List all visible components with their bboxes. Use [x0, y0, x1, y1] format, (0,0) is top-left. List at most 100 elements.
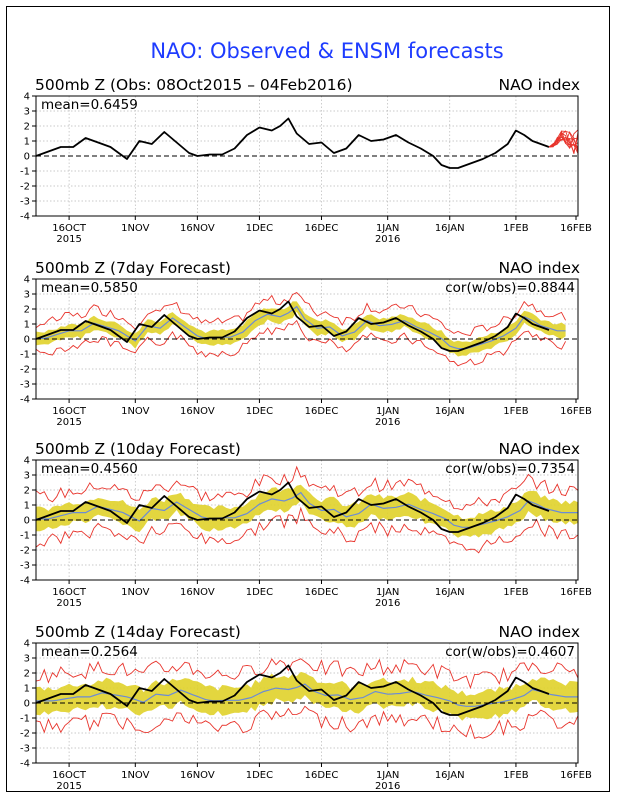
- y-tick-label: -4: [20, 759, 30, 770]
- y-tick-label: 0: [24, 335, 30, 346]
- y-tick-label: 2: [24, 669, 30, 680]
- x-tick-label: 16FEB: [560, 223, 592, 234]
- x-tick-label: 1JAN: [376, 770, 399, 781]
- y-tick-label: 0: [24, 699, 30, 710]
- x-tick-label: 16DEC: [305, 770, 339, 781]
- x-tick-label: 16NOV: [180, 770, 215, 781]
- x-tick-label: 1JAN: [376, 587, 399, 598]
- x-tick-label: 16FEB: [560, 770, 592, 781]
- panel-1: 500mb Z (Obs: 08Oct2015 – 04Feb2016) NAO …: [20, 76, 592, 245]
- panel-title: 500mb Z (7day Forecast): [35, 259, 231, 277]
- x-tick-year: 2015: [56, 781, 81, 792]
- x-tick-label: 16JAN: [435, 587, 465, 598]
- x-tick-label: 1JAN: [376, 406, 399, 417]
- y-tick-label: -3: [20, 380, 30, 391]
- x-tick-label: 1FEB: [503, 223, 528, 234]
- y-tick-label: -4: [20, 576, 30, 587]
- y-tick-label: -2: [20, 546, 30, 557]
- x-tick-label: 16DEC: [305, 587, 339, 598]
- forecast-member-line: [548, 130, 579, 148]
- x-tick-label: 1NOV: [121, 587, 150, 598]
- panel-title: 500mb Z (10day Forecast): [35, 440, 241, 458]
- spread-lower-line: [35, 705, 579, 739]
- ensemble-band: [36, 301, 566, 357]
- figure-frame: [6, 6, 610, 792]
- observed-line: [35, 300, 550, 352]
- panel-title: 500mb Z (Obs: 08Oct2015 – 04Feb2016): [35, 76, 353, 94]
- x-tick-year: 2016: [375, 781, 400, 792]
- forecast-member-line: [548, 130, 579, 148]
- y-tick-label: 4: [24, 456, 30, 467]
- x-tick-label: 16FEB: [560, 587, 592, 598]
- y-tick-label: 1: [24, 320, 30, 331]
- x-tick-label: 1DEC: [246, 406, 273, 417]
- y-tick-label: 1: [24, 501, 30, 512]
- x-tick-label: 1JAN: [376, 223, 399, 234]
- panel-right-label: NAO index: [499, 440, 580, 458]
- x-tick-year: 2016: [375, 598, 400, 609]
- correlation-stat: cor(w/obs)=0.8844: [445, 280, 575, 296]
- x-tick-label: 16NOV: [180, 587, 215, 598]
- y-tick-label: 3: [24, 654, 30, 665]
- x-tick-label: 1FEB: [503, 587, 528, 598]
- x-tick-year: 2015: [56, 598, 81, 609]
- y-tick-label: 4: [24, 639, 30, 650]
- panel-4: 500mb Z (14day Forecast) NAO index 4 3 2 1 0 -1…: [20, 623, 592, 792]
- mean-stat: mean=0.5850: [41, 280, 138, 296]
- x-tick-label: 16DEC: [305, 223, 339, 234]
- x-tick-label: 1DEC: [246, 223, 273, 234]
- y-tick-label: -3: [20, 561, 30, 572]
- correlation-stat: cor(w/obs)=0.4607: [445, 644, 575, 660]
- x-tick-label: 16DEC: [305, 406, 339, 417]
- spread-upper-line: [35, 292, 566, 337]
- x-tick-label: 1DEC: [246, 587, 273, 598]
- x-tick-label: 16JAN: [435, 223, 465, 234]
- x-tick-label: 1NOV: [121, 770, 150, 781]
- y-tick-label: 2: [24, 486, 30, 497]
- main-title: NAO: Observed & ENSM forecasts: [150, 39, 503, 63]
- y-tick-label: 3: [24, 107, 30, 118]
- x-tick-year: 2016: [375, 234, 400, 245]
- ensemble-band: [36, 484, 578, 538]
- y-tick-label: -1: [20, 350, 30, 361]
- ensemble-mean-line: [36, 305, 566, 350]
- y-tick-label: 2: [24, 305, 30, 316]
- y-tick-label: 1: [24, 684, 30, 695]
- y-tick-label: 3: [24, 290, 30, 301]
- ensemble-mean-line: [36, 491, 578, 528]
- panel-right-label: NAO index: [499, 76, 580, 94]
- panel-3: 500mb Z (10day Forecast) NAO index 4 3 2 1 0 -1…: [20, 440, 592, 609]
- y-tick-label: -4: [20, 395, 30, 406]
- y-tick-label: -3: [20, 744, 30, 755]
- x-tick-label: 16FEB: [560, 406, 592, 417]
- spread-lower-line: [35, 506, 579, 554]
- mean-stat: mean=0.2564: [41, 644, 138, 660]
- y-tick-label: 0: [24, 152, 30, 163]
- panel-right-label: NAO index: [499, 259, 580, 277]
- x-tick-year: 2016: [375, 417, 400, 428]
- y-tick-label: -1: [20, 714, 30, 725]
- y-tick-label: 1: [24, 137, 30, 148]
- x-tick-label: 16NOV: [180, 406, 215, 417]
- observed-line: [35, 664, 550, 716]
- mean-stat: mean=0.6459: [41, 97, 138, 113]
- panel-right-label: NAO index: [499, 623, 580, 641]
- x-tick-year: 2015: [56, 417, 81, 428]
- y-tick-label: -1: [20, 167, 30, 178]
- y-tick-label: -2: [20, 729, 30, 740]
- spread-upper-line: [35, 465, 579, 511]
- spread-upper-line: [35, 658, 579, 690]
- x-tick-label: 16JAN: [435, 770, 465, 781]
- x-tick-year: 2015: [56, 234, 81, 245]
- x-tick-label: 16OCT: [52, 770, 87, 781]
- x-tick-label: 16OCT: [52, 587, 87, 598]
- y-tick-label: 4: [24, 92, 30, 103]
- panel-title: 500mb Z (14day Forecast): [35, 623, 241, 641]
- x-tick-label: 1NOV: [121, 406, 150, 417]
- panel-2: 500mb Z (7day Forecast) NAO index 4 3 2 1 0 -1 -…: [20, 259, 592, 428]
- x-tick-label: 1FEB: [503, 406, 528, 417]
- x-tick-label: 1FEB: [503, 770, 528, 781]
- x-tick-label: 16JAN: [435, 406, 465, 417]
- observed-line: [35, 117, 550, 169]
- x-tick-label: 16NOV: [180, 223, 215, 234]
